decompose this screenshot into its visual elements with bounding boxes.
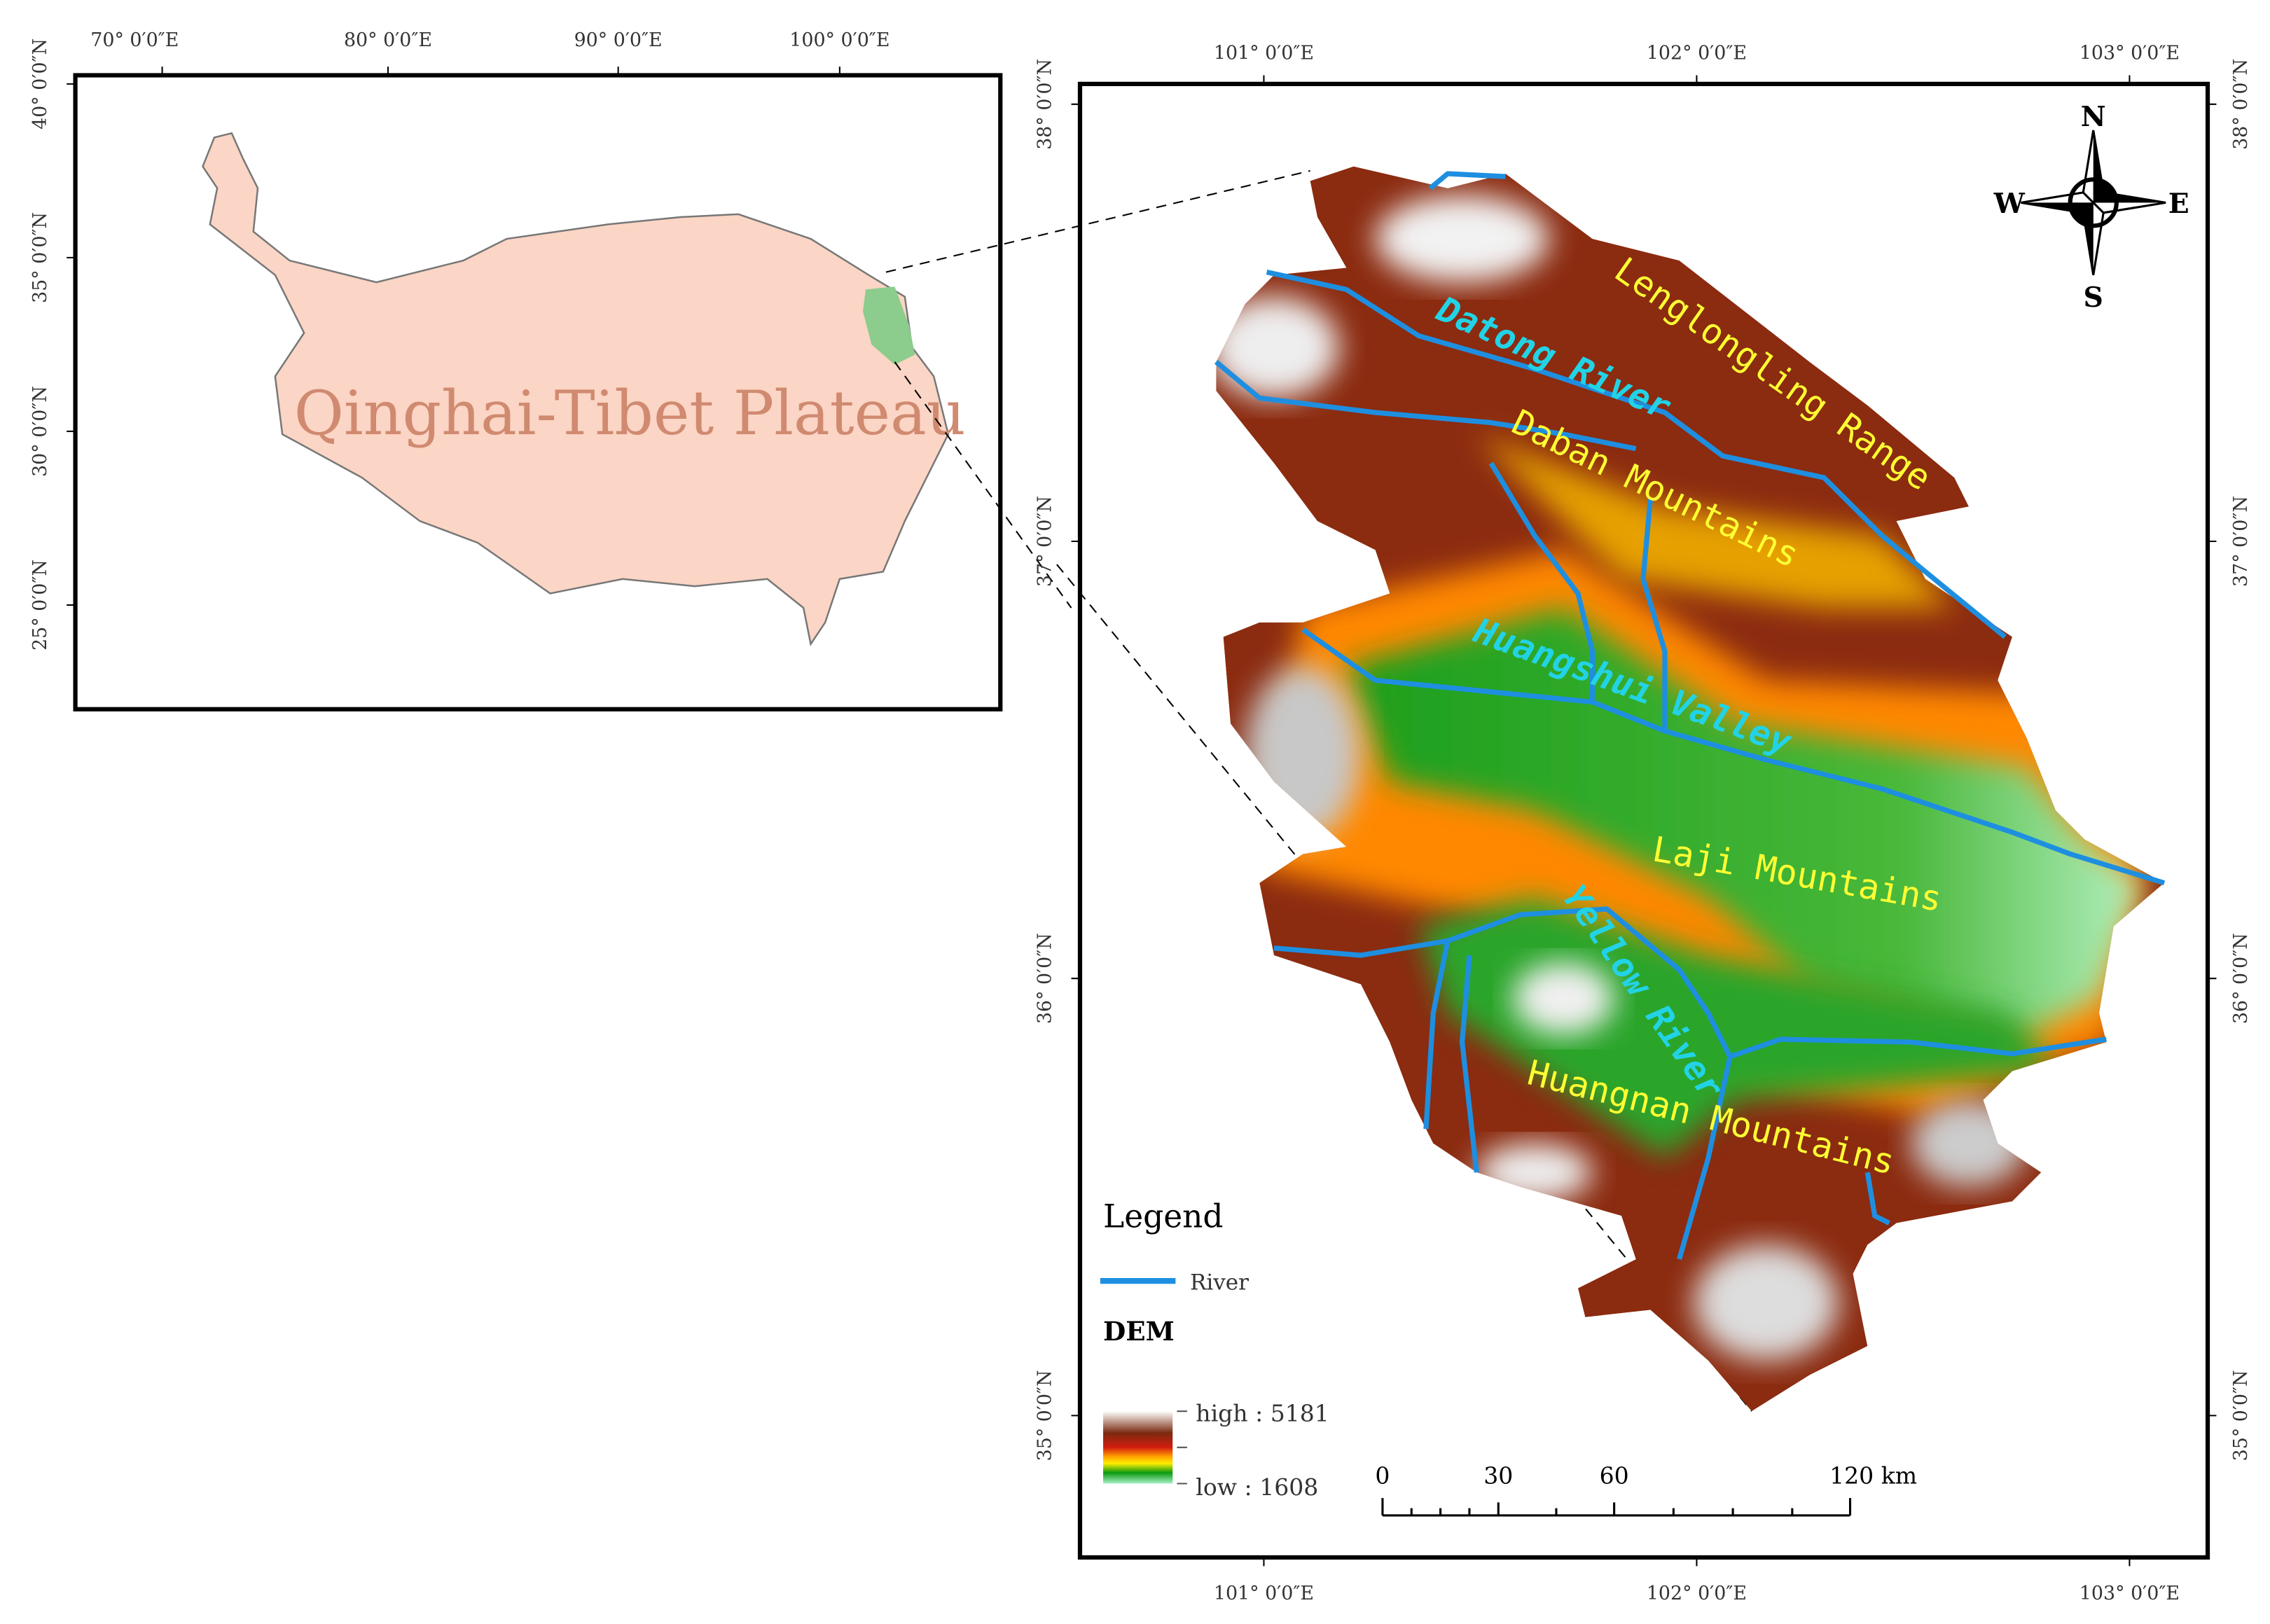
scale-label: 0	[1375, 1462, 1390, 1490]
compass-label: W	[1993, 188, 2026, 220]
main-lat-labels: 38° 0′0″N 37° 0′0″N 36° 0′0″N 35° 0′0″N …	[1034, 59, 2252, 1462]
lon-label: 70° 0′0″E	[90, 29, 179, 51]
scale-bar: 0 30 60 120 km	[1375, 1462, 1917, 1517]
dem-low: low : 1608	[1196, 1473, 1318, 1501]
lat-label: 25° 0′0″N	[29, 560, 51, 651]
lon-label: 102° 0′0″E	[1647, 43, 1747, 64]
plateau-label: Qinghai-Tibet Plateau	[294, 378, 966, 449]
scale-label: 60	[1600, 1462, 1629, 1490]
dem-high: high : 5181	[1196, 1400, 1329, 1427]
legend-river-label: River	[1190, 1270, 1249, 1296]
plateau	[202, 132, 950, 646]
legend: Legend River DEM high : 5181 low : 1608	[1100, 1198, 1329, 1501]
rivers	[1214, 171, 2166, 1261]
dem-ramp	[1103, 1411, 1173, 1484]
scale-label: 120 km	[1829, 1462, 1917, 1490]
lon-label: 101° 0′0″E	[1214, 43, 1314, 64]
lat-label: 37° 0′0″N	[1034, 496, 1056, 587]
lon-label: 102° 0′0″E	[1647, 1583, 1747, 1604]
legend-dem-title: DEM	[1103, 1316, 1175, 1347]
inset-ticks	[67, 67, 840, 606]
lat-label: 38° 0′0″N	[1034, 59, 1056, 150]
lat-label: 40° 0′0″N	[29, 39, 51, 130]
lon-label: 101° 0′0″E	[1214, 1583, 1314, 1604]
legend-title: Legend	[1103, 1198, 1224, 1235]
lat-label: 30° 0′0″N	[29, 386, 51, 477]
lon-label: 80° 0′0″E	[344, 29, 432, 51]
compass-label: S	[2084, 282, 2103, 314]
lat-label: 35° 0′0″N	[1034, 1370, 1056, 1461]
compass: N S W E	[1993, 101, 2189, 314]
lat-label: 36° 0′0″N	[2230, 933, 2252, 1024]
dem-ramp-ticks	[1177, 1410, 1187, 1485]
inset-lon-labels: 70° 0′0″E 80° 0′0″E 90° 0′0″E 100° 0′0″E	[90, 29, 890, 51]
lon-label: 103° 0′0″E	[2079, 1583, 2180, 1604]
lat-label: 38° 0′0″N	[2230, 59, 2252, 150]
lat-label: 37° 0′0″N	[2230, 496, 2252, 587]
lon-label: 90° 0′0″E	[574, 29, 663, 51]
main-lon-labels: 101° 0′0″E 102° 0′0″E 103° 0′0″E 101° 0′…	[1214, 43, 2180, 1604]
inset-lat-labels: 40° 0′0″N 35° 0′0″N 30° 0′0″N 25° 0′0″N	[29, 39, 51, 651]
scale-label: 30	[1483, 1462, 1513, 1490]
compass-label: E	[2168, 188, 2189, 220]
lon-label: 100° 0′0″E	[789, 29, 890, 51]
lat-label: 36° 0′0″N	[1034, 933, 1056, 1024]
lat-label: 35° 0′0″N	[29, 212, 51, 303]
compass-label: N	[2081, 101, 2106, 133]
lon-label: 103° 0′0″E	[2079, 43, 2180, 64]
main-ticks	[1071, 75, 2217, 1567]
lat-label: 35° 0′0″N	[2230, 1370, 2252, 1461]
